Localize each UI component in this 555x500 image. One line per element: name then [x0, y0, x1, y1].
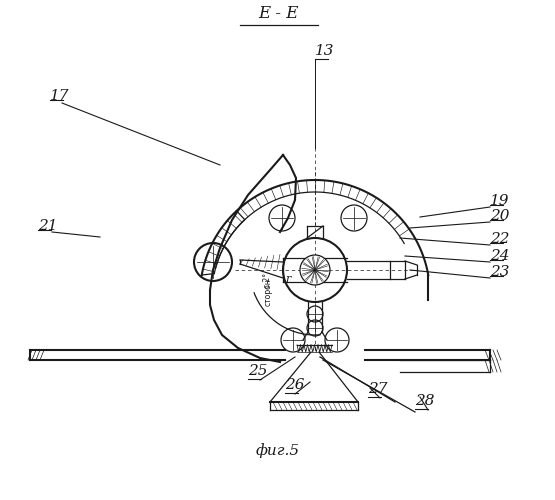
Text: фиг.5: фиг.5 [256, 443, 300, 458]
Text: 17: 17 [50, 89, 69, 103]
Text: 21: 21 [38, 219, 58, 233]
Text: 19: 19 [490, 194, 509, 208]
Text: 20: 20 [490, 209, 509, 223]
Text: 22: 22 [490, 232, 509, 246]
Text: 26: 26 [285, 378, 305, 392]
Circle shape [300, 255, 330, 285]
Text: r: r [285, 274, 290, 284]
Text: с 2°: с 2° [264, 272, 273, 287]
Text: 27: 27 [368, 382, 387, 396]
Text: 28: 28 [415, 394, 435, 408]
Text: 13: 13 [315, 44, 335, 58]
Text: сторон: сторон [264, 278, 273, 306]
Text: 25: 25 [248, 364, 268, 378]
Text: 23: 23 [490, 265, 509, 279]
Text: Е - Е: Е - Е [258, 5, 298, 22]
Text: 24: 24 [490, 249, 509, 263]
